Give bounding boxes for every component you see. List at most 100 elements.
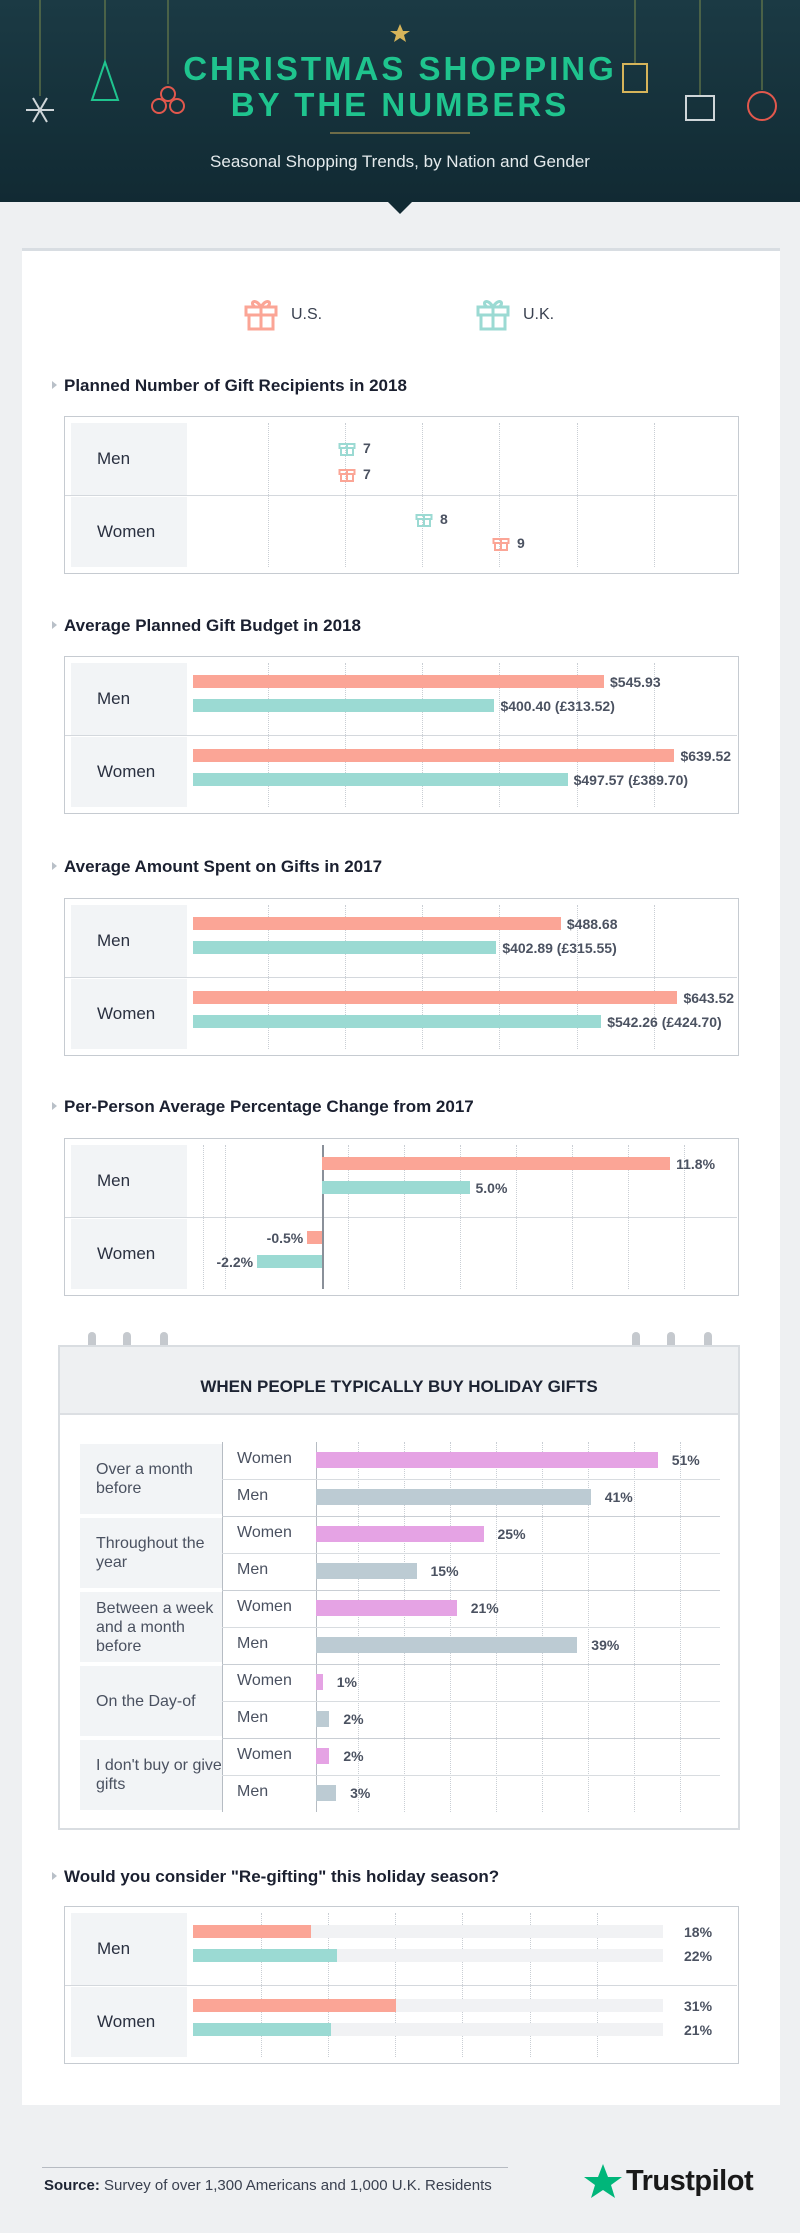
data-label: 8 <box>440 511 448 527</box>
grid-line <box>628 1145 629 1289</box>
grid-line <box>345 423 346 567</box>
gender-label: Men <box>237 1561 269 1578</box>
grid-line <box>577 663 578 807</box>
data-label: 11.8% <box>676 1156 716 1172</box>
women-bar <box>316 1452 658 1468</box>
footer-divider <box>42 2167 508 2168</box>
row-separator <box>65 1217 737 1218</box>
grid-line <box>597 1913 598 2057</box>
gift-box-icon <box>685 95 715 121</box>
page-title-line-1: CHRISTMAS SHOPPING <box>183 50 617 87</box>
grid-line <box>684 1145 685 1289</box>
data-label: 21% <box>470 1600 499 1616</box>
data-label: $545.93 <box>610 674 661 690</box>
uk-bar <box>193 1015 602 1028</box>
category-separator <box>222 1590 720 1591</box>
chart4-title: Per-Person Average Percentage Change fro… <box>52 1097 474 1116</box>
us-bar <box>322 1157 671 1170</box>
grid-line <box>499 663 500 807</box>
gender-label: Women <box>237 1746 292 1763</box>
chart2-budget: Men Women $545.93 $639.52 $400.40 (£313.52… <box>64 656 739 814</box>
category-separator <box>222 1516 720 1517</box>
data-label: $542.26 (£424.70) <box>607 1014 722 1030</box>
row-separator <box>222 1479 720 1480</box>
women-bar <box>316 1526 484 1542</box>
data-label: $402.89 (£315.55) <box>502 940 617 956</box>
uk-bar <box>193 1949 338 1962</box>
chart2-row-women: Women <box>71 737 187 807</box>
row-separator <box>222 1775 720 1776</box>
grid-line <box>261 1913 262 2057</box>
row-separator <box>222 1553 720 1554</box>
us-bar <box>193 991 678 1004</box>
chart3-row-men: Men <box>71 905 187 977</box>
data-label: 2% <box>343 1748 364 1764</box>
grid-line <box>530 1913 531 2057</box>
trustpilot-logo[interactable]: Trustpilot <box>626 2165 754 2197</box>
gender-label: Women <box>237 1672 292 1689</box>
chart6-regift: Men Women 18% 31% 22% 21% <box>64 1906 739 2064</box>
zero-axis <box>322 1145 324 1289</box>
gender-label: Men <box>237 1709 269 1726</box>
us-bar <box>193 1925 311 1938</box>
category-label: I don't buy or give gifts <box>80 1740 222 1810</box>
christmas-tree-icon <box>90 58 120 101</box>
grid-line <box>422 905 423 1049</box>
data-label: -0.5% <box>266 1230 304 1246</box>
grid-line <box>268 905 269 1049</box>
chart3-row-women: Women <box>71 979 187 1049</box>
data-label: 25% <box>497 1526 526 1542</box>
us-bar <box>193 917 561 930</box>
chart1-recipients: Men Women 7 9 7 8 <box>64 416 739 574</box>
grid-line <box>404 1145 405 1289</box>
uk-gift-marker <box>338 443 356 456</box>
uk-gift-marker <box>415 514 433 527</box>
grid-line <box>654 423 655 567</box>
category-separator <box>222 1664 720 1665</box>
us-bar <box>193 1999 397 2012</box>
men-bar <box>316 1563 417 1579</box>
grid-line <box>422 423 423 567</box>
us-gift-marker <box>492 538 510 551</box>
data-label: 39% <box>591 1637 620 1653</box>
men-bar <box>316 1489 591 1505</box>
grid-line <box>348 1145 349 1289</box>
chart6-row-women: Women <box>71 1987 187 2057</box>
source-label: Source: <box>44 2177 100 2194</box>
grid-line <box>460 1145 461 1289</box>
grid-line <box>345 905 346 1049</box>
uk-bar <box>193 2023 331 2036</box>
data-label: 9 <box>517 535 525 551</box>
data-label: 5.0% <box>475 1180 508 1196</box>
row-separator <box>65 1985 737 1986</box>
grid-line <box>328 1913 329 2057</box>
bauble-icon <box>747 91 777 121</box>
data-label: 18% <box>684 1924 713 1940</box>
grid-line <box>516 1145 517 1289</box>
data-label: $639.52 <box>680 748 732 764</box>
legend-us-label: U.S. <box>291 306 323 323</box>
chart5-title: WHEN PEOPLE TYPICALLY BUY HOLIDAY GIFTS <box>60 1347 738 1415</box>
row-separator <box>65 977 737 978</box>
star-icon <box>390 24 410 42</box>
grid-line <box>499 423 500 567</box>
source-note: Source: Survey of over 1,300 Americans a… <box>44 2177 492 2194</box>
uk-bar <box>193 941 497 954</box>
grid-line <box>422 663 423 807</box>
us-bar <box>193 675 604 688</box>
header-notch <box>388 202 412 214</box>
shopping-bag-icon <box>622 63 648 93</box>
men-bar <box>316 1637 578 1653</box>
gender-label: Men <box>237 1487 269 1504</box>
grid-line <box>268 663 269 807</box>
holly-icon <box>151 86 185 114</box>
gender-label: Women <box>237 1524 292 1541</box>
grid-line <box>499 905 500 1049</box>
category-label: Over a month before <box>80 1444 222 1514</box>
data-label: 3% <box>350 1785 371 1801</box>
women-bar <box>316 1748 330 1764</box>
grid-line <box>654 663 655 807</box>
gender-label: Women <box>237 1598 292 1615</box>
data-label: $497.57 (£389.70) <box>573 772 689 788</box>
uk-bar <box>257 1255 322 1268</box>
